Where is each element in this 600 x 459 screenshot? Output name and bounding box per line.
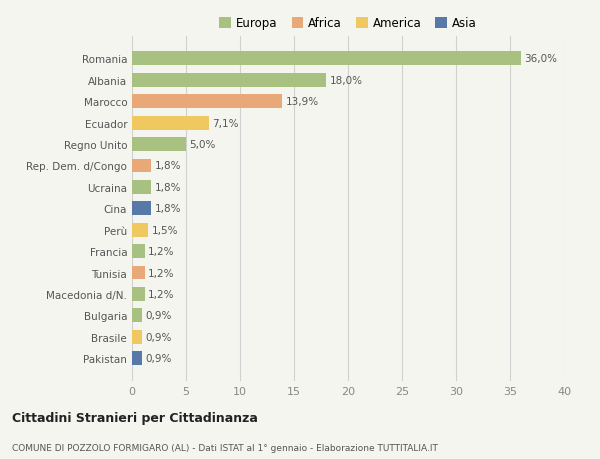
Text: 1,2%: 1,2% [148,246,175,257]
Bar [132,95,282,109]
Text: 1,2%: 1,2% [148,268,175,278]
Bar [132,352,142,365]
Text: 1,5%: 1,5% [151,225,178,235]
Bar [132,202,151,216]
Legend: Europa, Africa, America, Asia: Europa, Africa, America, Asia [217,15,479,33]
Text: 1,8%: 1,8% [155,204,181,214]
Text: 7,1%: 7,1% [212,118,238,129]
Bar [132,117,209,130]
Text: Cittadini Stranieri per Cittadinanza: Cittadini Stranieri per Cittadinanza [12,412,258,425]
Bar [132,74,326,88]
Bar [132,223,148,237]
Text: 1,2%: 1,2% [148,289,175,299]
Text: 0,9%: 0,9% [145,353,172,364]
Bar [132,52,521,66]
Text: 0,9%: 0,9% [145,311,172,321]
Text: 18,0%: 18,0% [329,76,362,86]
Text: 0,9%: 0,9% [145,332,172,342]
Bar [132,287,145,301]
Text: COMUNE DI POZZOLO FORMIGARO (AL) - Dati ISTAT al 1° gennaio - Elaborazione TUTTI: COMUNE DI POZZOLO FORMIGARO (AL) - Dati … [12,443,438,452]
Text: 36,0%: 36,0% [524,54,557,64]
Bar [132,245,145,258]
Bar [132,180,151,195]
Bar [132,330,142,344]
Text: 1,8%: 1,8% [155,161,181,171]
Bar [132,138,186,152]
Bar [132,266,145,280]
Text: 13,9%: 13,9% [286,97,319,107]
Text: 5,0%: 5,0% [189,140,215,150]
Text: 1,8%: 1,8% [155,183,181,192]
Bar [132,309,142,323]
Bar [132,159,151,173]
